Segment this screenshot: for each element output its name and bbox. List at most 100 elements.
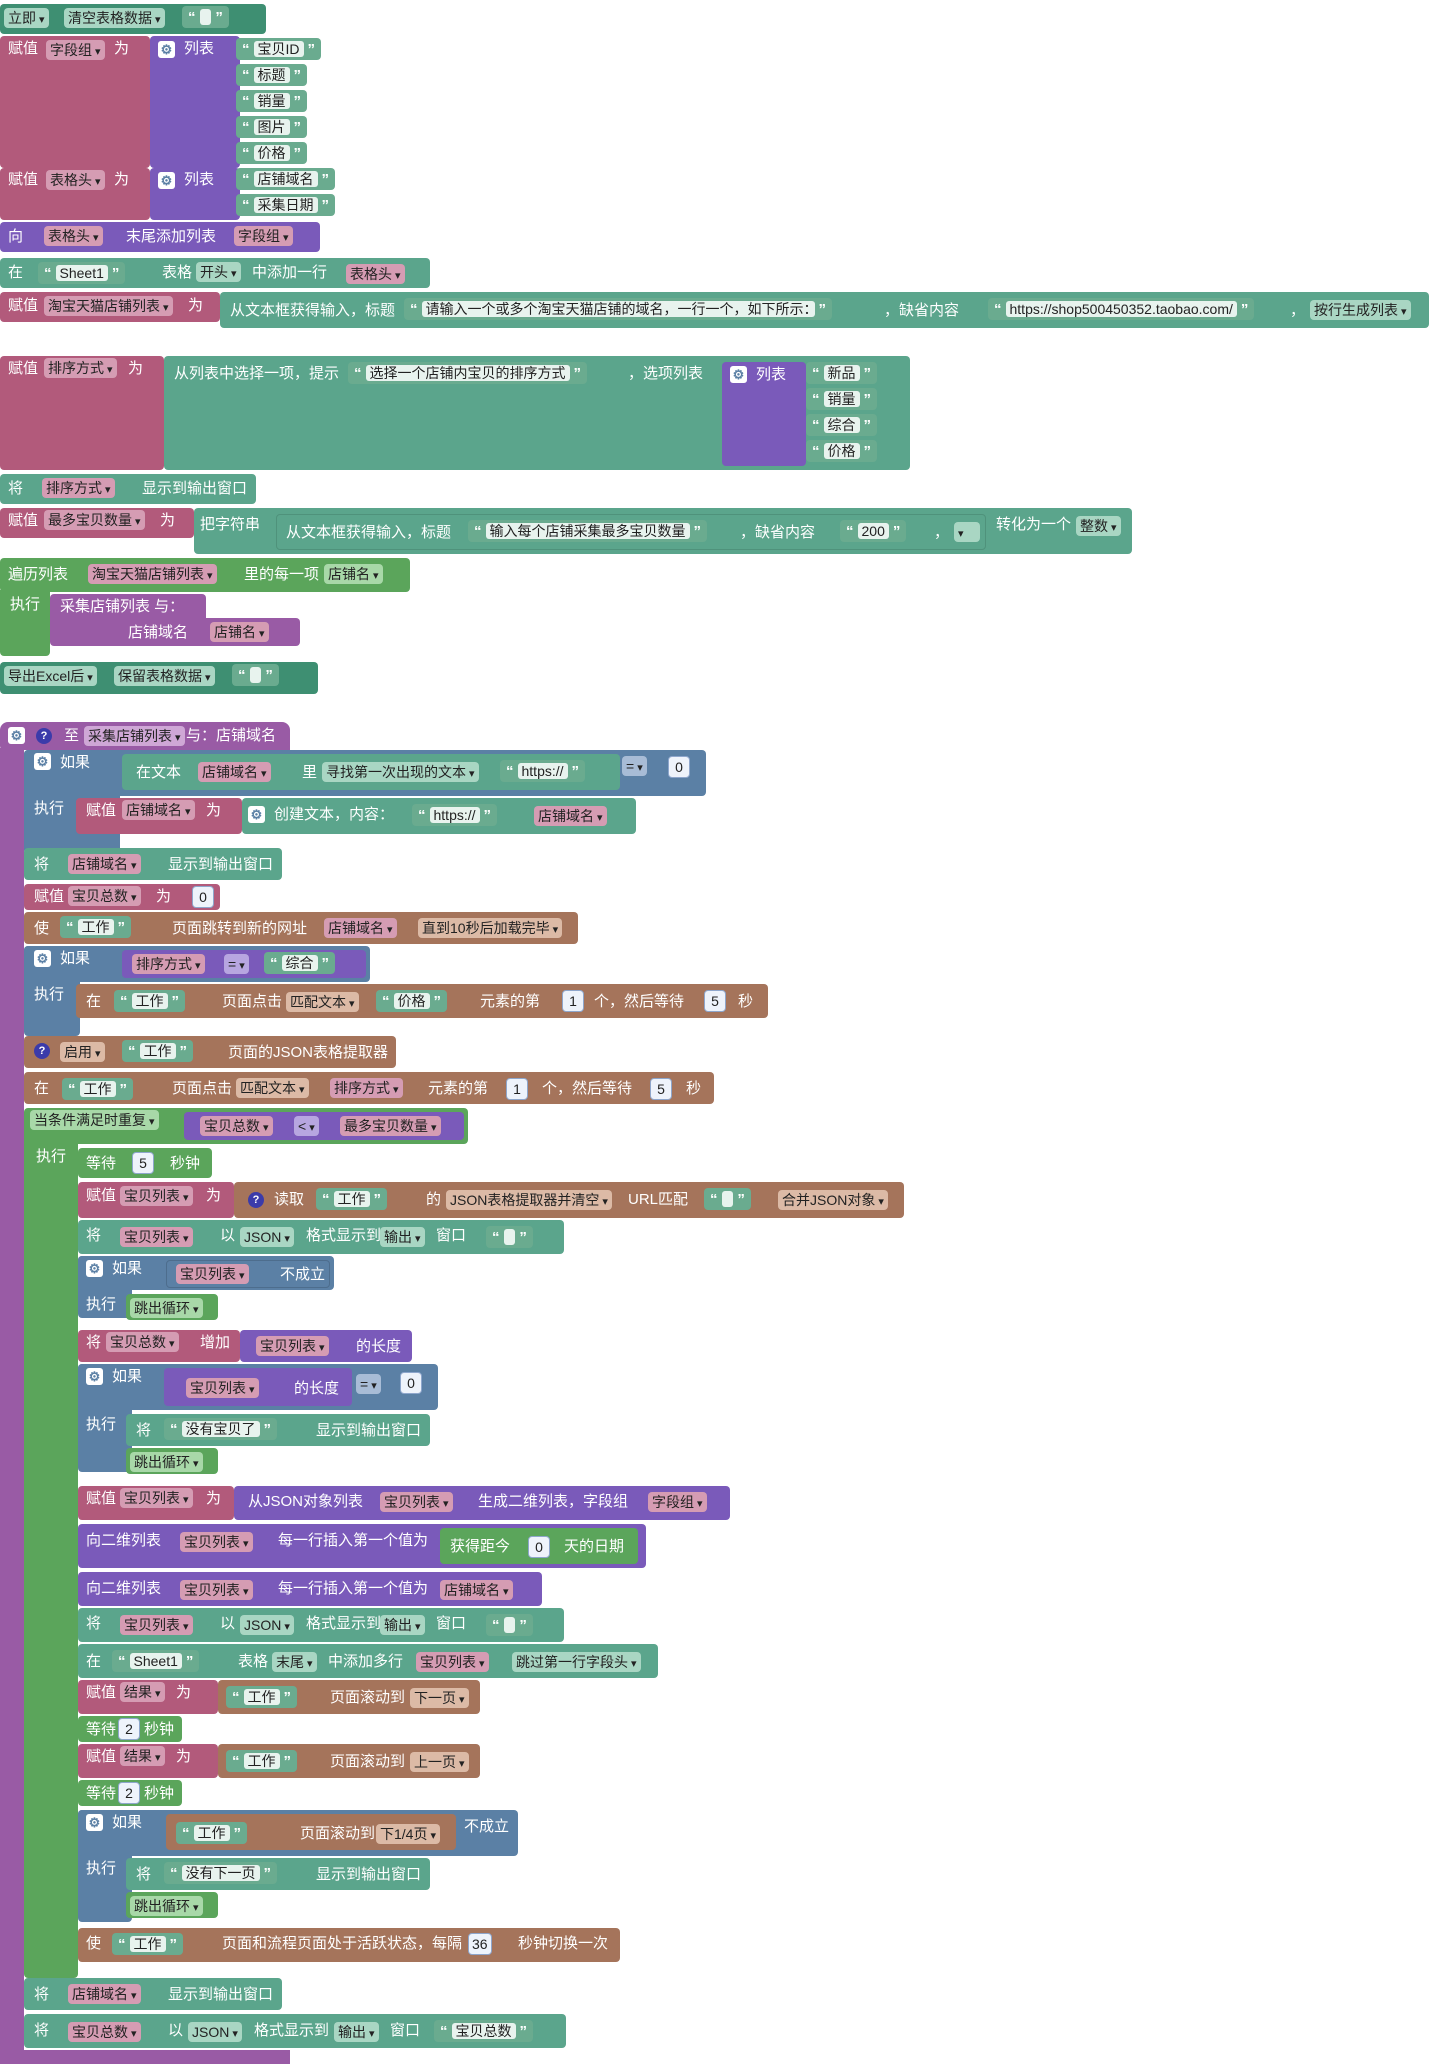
var-shop-domain[interactable]: 店铺域名 [198,762,271,782]
list-item[interactable]: “销量” [236,90,307,112]
list-item[interactable]: “综合” [806,414,877,436]
print-block[interactable] [24,848,282,880]
timing-dropdown[interactable]: 立即 [4,8,49,28]
text-literal[interactable]: “综合” [264,952,335,974]
prompt-literal[interactable]: “请输入一个或多个淘宝天猫店铺的域名，一行一个，如下所示：” [404,298,832,320]
merge-mode-dropdown[interactable]: 合并JSON对象 [778,1190,888,1210]
var-item-list[interactable]: 宝贝列表 [186,1378,259,1398]
scroll-target-dropdown[interactable]: 上一页 [410,1752,469,1772]
gear-icon[interactable]: ⚙ [34,950,51,967]
window-dropdown[interactable]: 输出 [334,2022,379,2042]
list-item[interactable]: “价格” [236,142,307,164]
text-literal[interactable]: “价格” [376,990,447,1012]
number-literal[interactable]: 1 [506,1078,528,1100]
list-item[interactable]: “宝贝ID” [236,38,321,60]
scroll-target-dropdown[interactable]: 下1/4页 [376,1824,441,1844]
scroll-target-dropdown[interactable]: 下一页 [410,1688,469,1708]
compare-op-dropdown[interactable]: = [622,756,647,776]
var-shop-list[interactable]: 淘宝天猫店铺列表 [44,296,173,316]
list-item[interactable]: “价格” [806,440,877,462]
var-result[interactable]: 结果 [120,1682,165,1702]
var-item-total[interactable]: 宝贝总数 [106,1332,179,1352]
page-name-literal[interactable]: “工作” [226,1686,297,1708]
var-shop-domain[interactable]: 店铺域名 [324,918,397,938]
break-mode-dropdown[interactable]: 跳出循环 [130,1452,203,1472]
number-literal[interactable]: 1 [562,990,584,1012]
gear-icon[interactable]: ⚙ [34,753,51,770]
var-sort-mode[interactable]: 排序方式 [44,358,117,378]
var-item-total[interactable]: 宝贝总数 [68,2022,141,2042]
var-item-list[interactable]: 宝贝列表 [120,1488,193,1508]
gear-icon[interactable]: ⚙ [158,172,175,189]
var-item-total[interactable]: 宝贝总数 [68,886,141,906]
page-name-literal[interactable]: “工作” [62,1078,133,1100]
var-table-header[interactable]: 表格头 [46,170,105,190]
page-name-literal[interactable]: “工作” [316,1188,387,1210]
var-item-list[interactable]: 宝贝列表 [120,1615,193,1635]
page-name-literal[interactable]: “工作” [60,916,131,938]
var-item-list[interactable]: 宝贝列表 [120,1186,193,1206]
var-shop-name[interactable]: 店铺名 [210,622,269,642]
number-literal[interactable]: 2 [118,1718,140,1740]
var-item-list[interactable]: 宝贝列表 [380,1492,453,1512]
compare-op-dropdown[interactable]: < [294,1116,319,1136]
gear-icon[interactable]: ⚙ [730,366,747,383]
list-item[interactable]: “标题” [236,64,307,86]
default-literal[interactable]: “https://shop500450352.taobao.com/” [988,298,1255,320]
help-icon[interactable]: ? [34,1043,50,1059]
gear-icon[interactable]: ⚙ [248,806,265,823]
text-literal[interactable]: “没有下一页” [164,1862,277,1884]
text-literal[interactable]: “ ” [486,1614,533,1636]
gear-icon[interactable]: ⚙ [158,41,175,58]
number-literal[interactable]: 5 [650,1078,672,1100]
page-name-literal[interactable]: “工作” [122,1040,193,1062]
var-field-group[interactable]: 字段组 [234,226,293,246]
mode-dropdown[interactable]: 按行生成列表 [1310,300,1411,320]
print-block[interactable] [24,1978,282,2010]
sheet-name-literal[interactable]: “Sheet1” [38,262,126,284]
number-literal[interactable]: 0 [528,1536,550,1558]
gear-icon[interactable]: ⚙ [8,727,25,744]
extractor-mode-dropdown[interactable]: JSON表格提取器并清空 [446,1190,612,1210]
var-field-group[interactable]: 字段组 [46,40,105,60]
number-literal[interactable]: 0 [192,886,214,908]
list-item[interactable]: “新品” [806,362,877,384]
format-dropdown[interactable]: JSON [240,1615,294,1635]
text-literal[interactable]: “ ” [182,6,229,28]
search-literal[interactable]: “https://” [500,760,586,782]
position-dropdown[interactable]: 末尾 [272,1652,317,1672]
var-shop-domain[interactable]: 店铺域名 [68,854,141,874]
var-table-header[interactable]: 表格头 [44,226,103,246]
text-literal[interactable]: “ ” [232,664,279,686]
var-item-total[interactable]: 宝贝总数 [200,1116,273,1136]
var-item-list[interactable]: 宝贝列表 [120,1227,193,1247]
format-dropdown[interactable]: JSON [240,1227,294,1247]
var-item-list[interactable]: 宝贝列表 [176,1264,249,1284]
number-literal[interactable]: 36 [468,1933,492,1955]
keep-data-dropdown[interactable]: 保留表格数据 [114,666,215,686]
gear-icon[interactable]: ⚙ [86,1368,103,1385]
var-item-list[interactable]: 宝贝列表 [416,1652,489,1672]
type-dropdown[interactable]: 整数 [1076,516,1121,536]
window-dropdown[interactable]: 输出 [380,1615,425,1635]
var-max-count[interactable]: 最多宝贝数量 [340,1116,441,1136]
var-item-list[interactable]: 宝贝列表 [180,1532,253,1552]
var-sort-mode[interactable]: 排序方式 [132,954,205,974]
find-mode-dropdown[interactable]: 寻找第一次出现的文本 [322,762,479,782]
list-item[interactable]: “店铺域名” [236,168,335,190]
number-literal[interactable]: 5 [704,990,726,1012]
number-literal[interactable]: 2 [118,1782,140,1804]
procedure-name[interactable]: 采集店铺列表 [84,726,185,746]
compare-op-dropdown[interactable]: = [356,1374,381,1394]
var-sort-mode[interactable]: 排序方式 [42,478,115,498]
var-shop-list[interactable]: 淘宝天猫店铺列表 [88,564,217,584]
list-item[interactable]: “销量” [806,388,877,410]
text-literal[interactable]: “ ” [704,1188,751,1210]
var-result[interactable]: 结果 [120,1746,165,1766]
list-item[interactable]: “图片” [236,116,307,138]
var-sort-mode[interactable]: 排序方式 [330,1078,403,1098]
list-create-block[interactable] [150,36,240,168]
page-name-literal[interactable]: “工作” [114,990,185,1012]
var-shop-domain[interactable]: 店铺域名 [534,806,607,826]
